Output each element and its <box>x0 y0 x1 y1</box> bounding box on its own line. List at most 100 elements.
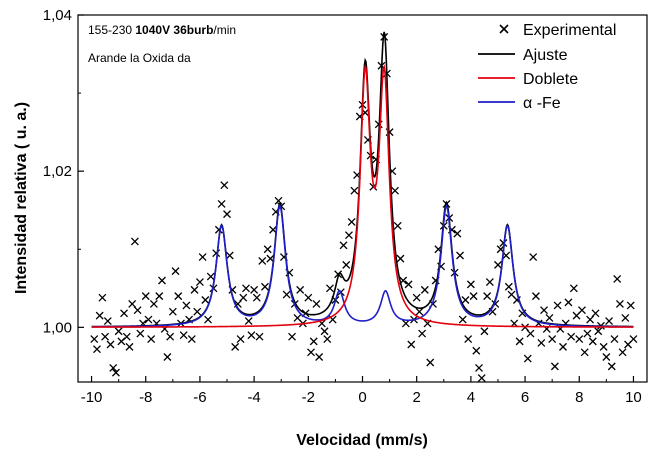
data-point <box>212 249 221 258</box>
data-point <box>567 332 576 341</box>
data-point <box>125 342 134 351</box>
data-point <box>252 293 261 302</box>
x-axis-title: Velocidad (mm/s) <box>296 432 428 449</box>
plot-area <box>90 31 638 382</box>
data-point <box>540 306 548 315</box>
y-tick-label: 1,00 <box>43 319 72 336</box>
data-point <box>578 306 586 315</box>
data-point <box>515 337 524 346</box>
data-point <box>223 210 231 219</box>
data-point <box>98 293 107 302</box>
data-point <box>95 311 104 320</box>
data-point <box>217 200 226 208</box>
legend-label-experimental: Experimental <box>523 22 616 39</box>
data-point <box>523 354 532 363</box>
y-axis-ticks: 1,00 1,02 1,04 <box>43 7 84 336</box>
data-point <box>458 315 467 324</box>
data-point <box>103 317 112 326</box>
data-point <box>407 340 416 349</box>
data-point <box>380 32 389 41</box>
data-point <box>420 285 429 294</box>
data-point <box>109 363 118 372</box>
x-tick-label: 8 <box>575 389 583 406</box>
data-point <box>201 296 210 304</box>
data-point <box>350 186 359 195</box>
data-point <box>526 329 535 338</box>
data-point <box>559 342 567 351</box>
data-point <box>225 251 234 260</box>
data-point <box>594 327 603 336</box>
data-point <box>483 292 492 301</box>
data-point <box>274 196 283 205</box>
series-line-doblete <box>91 64 634 328</box>
data-point <box>626 301 635 310</box>
data-point <box>242 284 250 293</box>
x-tick-label: -4 <box>247 389 260 406</box>
legend-label-doblete: Doblete <box>523 71 578 88</box>
data-point <box>133 306 142 315</box>
data-point <box>244 317 253 326</box>
data-point <box>296 285 305 294</box>
sample-annotation-line1: 155-230 1040V 36burb/min <box>88 23 236 37</box>
data-point <box>475 363 483 372</box>
data-point <box>204 315 213 324</box>
data-point <box>344 231 353 240</box>
data-point <box>304 293 313 302</box>
x-tick-label: 0 <box>358 389 366 406</box>
data-point <box>147 335 156 344</box>
annotation-bold: 1040V 36burb <box>135 23 213 37</box>
data-point <box>220 181 229 190</box>
data-point <box>90 335 99 344</box>
data-point <box>247 331 256 340</box>
data-point <box>618 348 627 357</box>
data-point <box>504 282 513 291</box>
data-point <box>629 335 638 344</box>
data-point <box>453 229 462 238</box>
legend-label-alpha-fe: α -Fe <box>523 95 561 112</box>
data-point <box>461 296 470 304</box>
data-point <box>575 335 584 344</box>
data-point <box>529 253 538 262</box>
data-point <box>613 274 622 283</box>
data-point <box>339 241 348 250</box>
data-point <box>469 292 478 301</box>
data-point <box>193 307 202 316</box>
data-point <box>263 245 272 254</box>
x-tick-label: -2 <box>302 389 315 406</box>
data-point <box>182 301 191 310</box>
data-point <box>236 335 245 344</box>
data-point <box>396 254 405 263</box>
data-point <box>282 290 291 299</box>
data-point <box>342 260 351 269</box>
data-point <box>93 345 101 354</box>
data-point <box>548 335 557 344</box>
data-point <box>239 293 248 302</box>
data-point <box>149 299 158 308</box>
data-point <box>166 332 175 341</box>
data-point <box>206 272 215 281</box>
x-tick-label: 2 <box>413 389 421 406</box>
x-axis-ticks: -10 -8 -6 -4 -2 0 2 4 6 8 10 <box>81 376 642 406</box>
data-point <box>315 353 324 361</box>
data-point <box>393 221 402 230</box>
data-point <box>106 340 115 349</box>
data-point <box>583 329 592 338</box>
data-point <box>190 285 199 294</box>
data-point <box>179 331 188 340</box>
legend: Experimental Ajuste Doblete α -Fe <box>478 22 616 112</box>
data-point <box>531 292 540 301</box>
y-axis-title: Intensidad relativa ( u. a.) <box>13 102 30 294</box>
data-point <box>545 314 554 322</box>
data-point <box>494 260 502 269</box>
data-point <box>120 309 129 318</box>
data-point <box>198 253 207 262</box>
x-tick-label: 4 <box>467 389 475 406</box>
data-point <box>174 292 183 301</box>
data-point <box>499 239 508 247</box>
data-point <box>334 270 343 279</box>
legend-marker-experimental <box>499 24 509 34</box>
data-point <box>580 348 589 357</box>
data-point <box>412 293 421 302</box>
data-point <box>163 353 172 361</box>
data-point <box>456 251 465 260</box>
